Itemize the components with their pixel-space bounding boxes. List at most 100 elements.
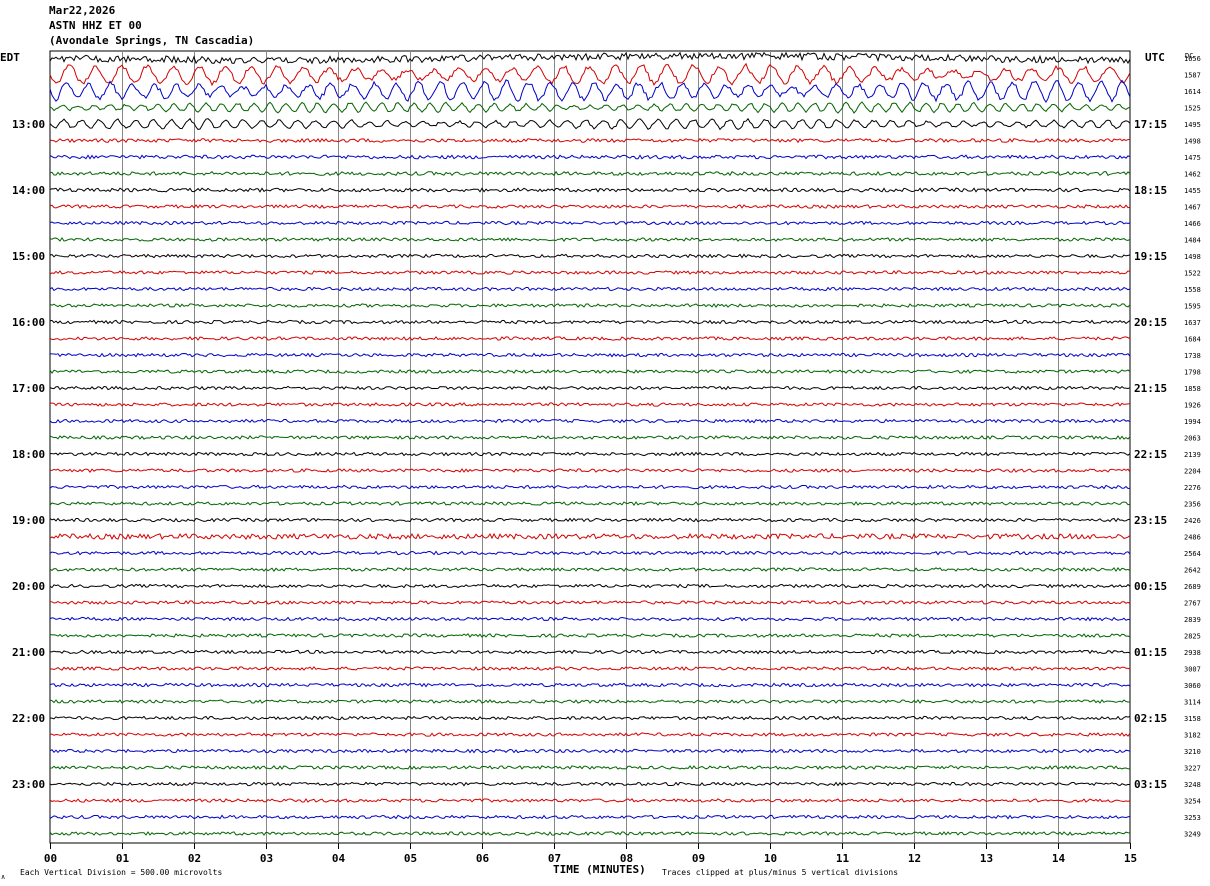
dc-offset-label: 2938 — [1184, 649, 1201, 657]
trace-line — [49, 369, 1131, 374]
trace-line — [49, 732, 1131, 737]
right-hour-label: 17:15 — [1134, 118, 1167, 131]
trace-line — [49, 303, 1131, 308]
dc-offset-label: 2825 — [1184, 633, 1201, 641]
dc-offset-label: 2839 — [1184, 616, 1201, 624]
left-hour-label: 16:00 — [12, 316, 45, 329]
trace-line — [49, 781, 1131, 787]
right-hour-label: 00:15 — [1134, 580, 1167, 593]
trace-line — [49, 187, 1131, 193]
trace-line — [49, 484, 1131, 490]
dc-offset-label: 3007 — [1184, 666, 1201, 674]
dc-offset-label: 3227 — [1184, 765, 1201, 773]
dc-offset-label: 1525 — [1184, 105, 1201, 113]
x-tick-label: 15 — [1124, 852, 1137, 865]
station-label: ASTN HHZ ET 00 — [49, 19, 142, 32]
trace-line — [49, 468, 1131, 473]
trace-line — [49, 517, 1131, 523]
x-tick-label: 00 — [44, 852, 57, 865]
dc-offset-label: 1587 — [1184, 72, 1201, 80]
trace-line — [49, 682, 1131, 688]
trace-line — [49, 501, 1131, 506]
left-hour-label: 23:00 — [12, 778, 45, 791]
dc-offset-label: 1462 — [1184, 171, 1201, 179]
right-hour-label: 20:15 — [1134, 316, 1167, 329]
trace-line — [49, 831, 1131, 836]
dc-offset-label: 1738 — [1184, 352, 1201, 360]
x-tick-label: 06 — [476, 852, 490, 865]
left-hour-label: 22:00 — [12, 712, 45, 725]
dc-offset-label: 3254 — [1184, 798, 1201, 806]
right-timezone-label: UTC — [1145, 51, 1165, 64]
x-tick-label: 03 — [260, 852, 273, 865]
left-timezone-label: EDT — [0, 51, 20, 64]
dc-offset-label: 3182 — [1184, 732, 1201, 740]
dc-offset-label: 2276 — [1184, 484, 1201, 492]
trace-line — [49, 270, 1131, 275]
x-tick-label: 02 — [188, 852, 201, 865]
dc-offset-label: 3248 — [1184, 781, 1201, 789]
dc-offset-label: 1467 — [1184, 204, 1201, 212]
trace-line — [49, 385, 1131, 391]
trace-line — [49, 616, 1131, 622]
dc-offset-label: 1798 — [1184, 369, 1201, 377]
dc-offset-label: 2642 — [1184, 567, 1201, 575]
dc-offset-label: 1498 — [1184, 138, 1201, 146]
trace-line — [49, 451, 1131, 457]
dc-offset-label: 1498 — [1184, 253, 1201, 261]
left-hour-label: 15:00 — [12, 250, 45, 263]
dc-offset-label: 1455 — [1184, 187, 1201, 195]
dc-offset-label: 2139 — [1184, 451, 1201, 459]
trace-line — [49, 62, 1131, 87]
trace-line — [49, 748, 1131, 754]
dc-offset-label: 3158 — [1184, 715, 1201, 723]
trace-line — [49, 418, 1131, 424]
x-tick-label: 05 — [404, 852, 417, 865]
dc-offset-label: 2204 — [1184, 468, 1201, 476]
dc-offset-label: 1858 — [1184, 385, 1201, 393]
plot-grid — [49, 50, 1131, 849]
trace-line — [49, 170, 1131, 177]
left-hour-label: 20:00 — [12, 580, 45, 593]
x-tick-label: 07 — [548, 852, 561, 865]
x-axis-title: TIME (MINUTES) — [553, 863, 646, 876]
trace-line — [49, 699, 1131, 704]
dc-offset-label: 1495 — [1184, 121, 1201, 129]
left-hour-label: 21:00 — [12, 646, 45, 659]
dc-offset-label: 1595 — [1184, 303, 1201, 311]
x-tick-label: 10 — [764, 852, 777, 865]
trace-line — [49, 649, 1131, 655]
dc-offset-label: 1994 — [1184, 418, 1201, 426]
dc-offset-label: 3249 — [1184, 831, 1201, 839]
right-hour-label: 21:15 — [1134, 382, 1167, 395]
trace-line — [49, 567, 1131, 573]
dc-header-label: DC — [1185, 52, 1193, 60]
right-hour-label: 18:15 — [1134, 184, 1167, 197]
dc-offset-label: 1656 — [1184, 55, 1201, 63]
trace-line — [49, 137, 1131, 144]
right-hour-label: 03:15 — [1134, 778, 1167, 791]
trace-line — [49, 79, 1131, 104]
dc-offset-label: 2689 — [1184, 583, 1201, 591]
dc-offset-label: 2486 — [1184, 534, 1201, 542]
trace-line — [49, 583, 1131, 589]
dc-offset-label: 1614 — [1184, 88, 1201, 96]
date-label: Mar22,2026 — [49, 4, 116, 17]
x-tick-label: 04 — [332, 852, 346, 865]
trace-line — [50, 715, 1131, 721]
scale-note: Each Vertical Division = 500.00 microvol… — [20, 868, 222, 877]
trace-line — [49, 435, 1131, 440]
trace-line — [49, 402, 1131, 407]
x-tick-label: 01 — [116, 852, 130, 865]
trace-line — [49, 798, 1131, 803]
trace-line — [49, 532, 1131, 541]
trace-line — [49, 336, 1131, 341]
left-hour-label: 14:00 — [12, 184, 45, 197]
corner-mark: ∧ — [1, 873, 5, 881]
right-hour-label: 19:15 — [1134, 250, 1167, 263]
dc-offset-label: 1684 — [1184, 336, 1201, 344]
x-tick-label: 08 — [620, 852, 633, 865]
trace-line — [49, 204, 1131, 209]
left-hour-label: 13:00 — [12, 118, 45, 131]
